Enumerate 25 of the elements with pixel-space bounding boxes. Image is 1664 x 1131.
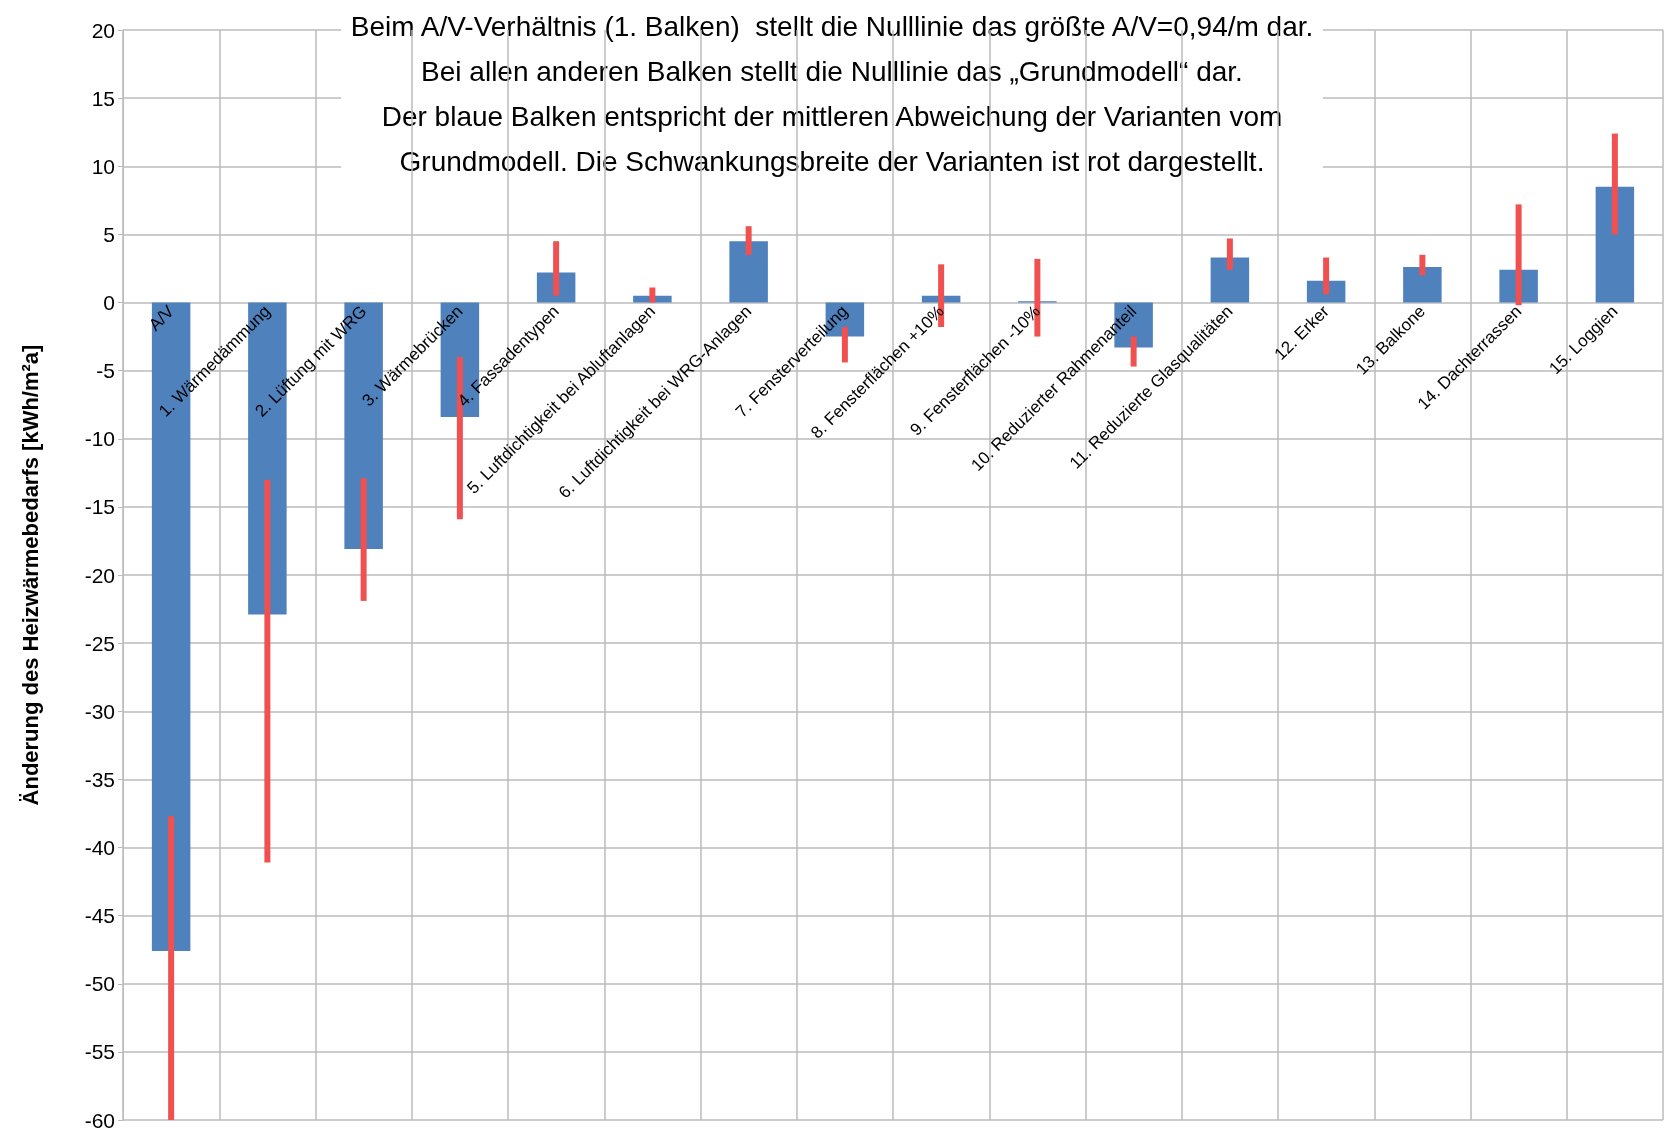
y-tick-label: -50: [84, 972, 115, 996]
y-tick-label: -15: [84, 495, 115, 519]
bar: [1210, 257, 1250, 303]
y-tick-label: -55: [84, 1040, 115, 1064]
y-tick-label: -30: [84, 699, 115, 723]
y-tick-label: 10: [91, 154, 115, 178]
y-tick-label: -25: [84, 631, 115, 655]
y-tick-label: 15: [91, 86, 115, 110]
y-tick-label: 0: [103, 291, 115, 314]
y-tick-label: -20: [84, 563, 115, 587]
y-axis-title: Änderung des Heizwärmebedarfs [kWh/m²a]: [17, 344, 43, 806]
y-tick-label: -10: [84, 427, 115, 451]
y-tick-label: -40: [84, 836, 115, 859]
y-tick-label: 5: [103, 222, 115, 246]
y-tick-label: 20: [91, 18, 115, 42]
bar: [1306, 280, 1346, 303]
x-tick-label: A/V: [145, 301, 179, 335]
bar: [1595, 186, 1635, 303]
y-tick-label: -35: [84, 767, 115, 791]
bar: [729, 241, 768, 303]
y-tick-label: -5: [96, 359, 115, 383]
text: Beim A/V-Verhältnis (1. Balken) stellt die Nulllinie das größte A/V=0,94/m dar. Bei allen anderen Balken stellt die Nulllinie das „Grundmodell“ dar. Der blaue Balken entspricht der mittleren Abweichung der Varianten vom Grundmodell. Die Schwankungsbreite der Varianten ist rot dargestellt.: [350, 11, 1314, 177]
y-tick-label: -60: [84, 1108, 115, 1131]
y-tick-label: -45: [84, 904, 115, 928]
bar: [1403, 267, 1442, 303]
